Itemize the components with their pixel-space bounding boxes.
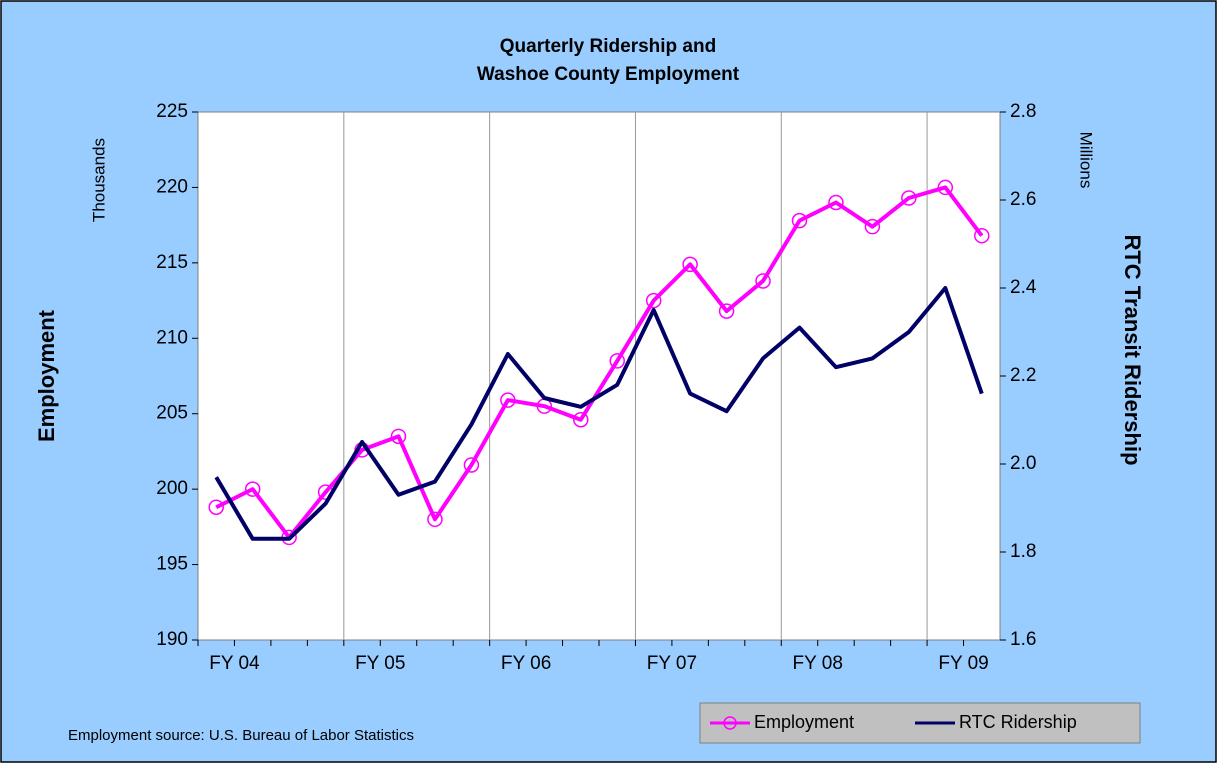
point-marker <box>937 179 954 196</box>
plot-area <box>197 111 1001 641</box>
y2-tick-label: 1.8 <box>1010 541 1036 562</box>
point-marker <box>828 194 844 211</box>
y2-axis-title: RTC Transit Ridership <box>1120 234 1145 465</box>
y-axis-unit: Thousands <box>89 138 108 222</box>
y2-tick-label: 1.6 <box>1010 629 1036 650</box>
point-marker <box>609 353 625 369</box>
point-marker <box>864 218 881 235</box>
point-marker <box>390 428 407 445</box>
point-marker <box>682 256 698 273</box>
y2-tick-label: 2.4 <box>1010 277 1037 298</box>
legend-label: Employment <box>754 712 854 732</box>
x-tick-label: FY 04 <box>209 653 260 674</box>
y2-tick-label: 2.2 <box>1010 365 1036 386</box>
point-marker <box>208 499 224 515</box>
y2-tick-label: 2.6 <box>1010 189 1036 210</box>
y2-tick-label: 2.8 <box>1010 101 1036 122</box>
point-marker <box>244 481 261 497</box>
y-tick-label: 190 <box>156 629 188 650</box>
chart-title: Washoe County Employment <box>477 64 740 85</box>
x-tick-label: FY 08 <box>793 653 843 674</box>
y2-axis-unit: Millions <box>1077 132 1096 189</box>
y-tick-label: 220 <box>156 176 188 197</box>
x-tick-label: FY 09 <box>938 653 988 674</box>
y2-tick-label: 2.0 <box>1010 453 1036 474</box>
point-marker <box>901 190 917 206</box>
point-marker <box>500 392 516 408</box>
x-tick-label: FY 06 <box>501 653 551 674</box>
point-marker <box>791 212 808 229</box>
legend-label: RTC Ridership <box>959 712 1077 732</box>
point-marker <box>718 303 735 319</box>
y-tick-label: 225 <box>156 101 188 122</box>
y-tick-label: 215 <box>156 252 188 273</box>
y-tick-label: 205 <box>156 403 188 424</box>
point-marker <box>755 273 771 289</box>
point-marker <box>573 411 589 428</box>
x-tick-label: FY 07 <box>647 653 697 674</box>
y-tick-label: 200 <box>156 478 188 499</box>
point-marker <box>463 457 480 473</box>
legend-marker <box>723 716 737 730</box>
y-tick-label: 210 <box>156 327 188 348</box>
y-tick-label: 195 <box>156 554 188 575</box>
point-marker <box>974 227 990 244</box>
y-axis-title: Employment <box>34 309 59 442</box>
point-marker <box>427 511 443 528</box>
source-note: Employment source: U.S. Bureau of Labor … <box>68 727 414 744</box>
series-line <box>214 286 984 541</box>
x-tick-label: FY 05 <box>355 653 405 674</box>
chart-title: Quarterly Ridership and <box>500 36 716 57</box>
point-marker <box>645 292 662 309</box>
